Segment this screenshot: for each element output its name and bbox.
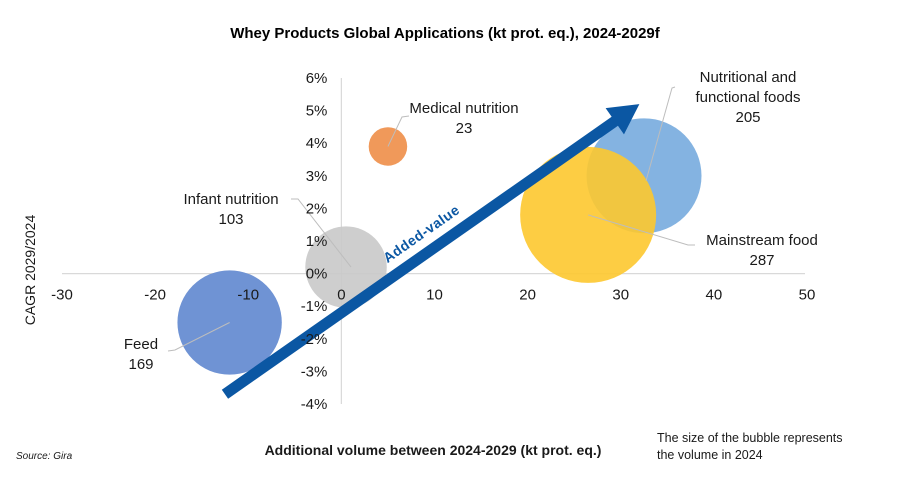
x-axis-title: Additional volume between 2024-2029 (kt … (265, 442, 602, 458)
y-tick-label: 5% (306, 103, 328, 120)
y-tick-label: 3% (306, 168, 328, 185)
mainstream-food-leader-line (588, 214, 695, 246)
arrow-shape (221, 104, 640, 399)
nutritional-functional-foods-label: 205 (735, 109, 760, 126)
y-tick-label: -4% (301, 396, 328, 413)
feed-label: 169 (128, 356, 153, 373)
y-tick-label: 6% (306, 70, 328, 87)
x-tick-label: 50 (799, 287, 816, 304)
tick-labels: -30 -20 -10 0 10 20 30 40 50 6% 5% 4% 3% 2% 1% 0% -1% -2%… (51, 70, 815, 413)
nutritional-functional-foods-label: functional foods (695, 89, 800, 106)
infant-nutrition-label: 103 (218, 211, 243, 228)
y-tick-label: -2% (301, 331, 328, 348)
x-tick-label: 0 (337, 287, 345, 304)
y-tick-label: 2% (306, 200, 328, 217)
y-tick-label: 1% (306, 233, 328, 250)
infant-nutrition-label: Infant nutrition (183, 191, 278, 208)
medical-nutrition-label: Medical nutrition (409, 100, 518, 117)
leader-lines (167, 86, 695, 352)
mainstream-food-label: 287 (749, 252, 774, 269)
source-note: Source: Gira (16, 451, 73, 462)
axes (62, 78, 805, 404)
chart-title: Whey Products Global Applications (kt pr… (230, 25, 661, 42)
nutritional-functional-foods-leader-line (645, 86, 676, 181)
x-tick-label: 20 (519, 287, 536, 304)
bubble-size-note-line-2: the volume in 2024 (657, 448, 763, 462)
feed-leader-line (167, 322, 230, 352)
bubble-infant-nutrition (305, 226, 387, 308)
x-tick-label: -30 (51, 287, 73, 304)
y-tick-label: -1% (301, 298, 328, 315)
x-tick-label: 40 (706, 287, 723, 304)
x-tick-label: -10 (237, 287, 259, 304)
bubble-mainstream-food (520, 146, 657, 283)
y-axis-title: CAGR 2029/2024 (22, 215, 38, 326)
y-tick-label: 4% (306, 135, 328, 152)
medical-nutrition-label: 23 (456, 120, 473, 137)
bubble-labels: Feed 169 Infant nutrition 103 Medical nutrit… (124, 69, 818, 373)
x-tick-label: 30 (612, 287, 629, 304)
y-tick-label: 0% (306, 266, 328, 283)
nutritional-functional-foods-label: Nutritional and (700, 69, 797, 86)
infant-nutrition-leader-line (291, 198, 352, 268)
x-tick-label: -20 (144, 287, 166, 304)
mainstream-food-label: Mainstream food (706, 232, 818, 249)
feed-label: Feed (124, 336, 158, 353)
x-tick-label: 10 (426, 287, 443, 304)
bubble-size-note-line-1: The size of the bubble represents (657, 431, 843, 445)
y-tick-label: -3% (301, 363, 328, 380)
medical-nutrition-leader-line (387, 115, 410, 147)
